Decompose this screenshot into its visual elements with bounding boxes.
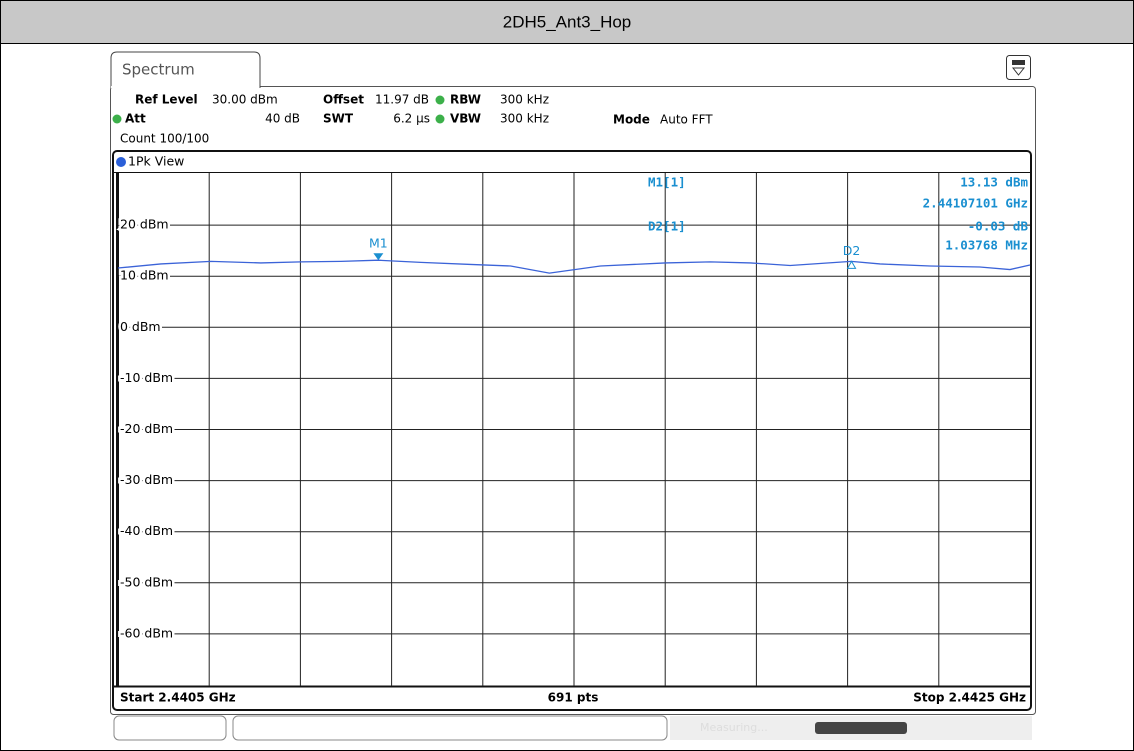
soft-key[interactable] bbox=[113, 715, 227, 741]
y-tick-label: 20 dBm bbox=[120, 217, 169, 232]
plot-left-edge bbox=[116, 173, 119, 686]
progress-bar bbox=[815, 722, 907, 734]
setting-label: Att bbox=[125, 112, 146, 126]
y-tick-label: -40 dBm bbox=[120, 523, 173, 538]
footer-stop: Stop 2.4425 GHz bbox=[913, 691, 1026, 705]
setting-value: 300 kHz bbox=[500, 93, 549, 107]
marker-value: -0.03 dB bbox=[968, 219, 1029, 234]
setting-label: Mode bbox=[613, 113, 650, 127]
plot-frame bbox=[112, 150, 1032, 711]
marker-readout: D2[1] bbox=[648, 219, 686, 234]
marker-value: 13.13 dBm bbox=[960, 175, 1028, 190]
status-text: Measuring... bbox=[700, 721, 768, 734]
sweep-count: Count 100/100 bbox=[120, 132, 209, 146]
setting-label: Ref Level bbox=[135, 93, 198, 107]
tab-label[interactable]: Spectrum bbox=[122, 61, 195, 79]
window-title: 2DH5_Ant3_Hop bbox=[503, 12, 632, 31]
y-tick-label: -60 dBm bbox=[120, 625, 173, 640]
setting-value: 300 kHz bbox=[500, 112, 549, 126]
marker-symbol bbox=[373, 253, 384, 261]
y-tick-label: -50 dBm bbox=[120, 574, 173, 589]
setting-value: 6.2 µs bbox=[393, 112, 430, 126]
title-bar bbox=[0, 0, 1134, 44]
marker-x: 1.03768 MHz bbox=[945, 238, 1028, 253]
setting-value: Auto FFT bbox=[660, 113, 713, 127]
input-field[interactable] bbox=[232, 715, 668, 741]
status-dot bbox=[435, 114, 445, 124]
setting-label: Offset bbox=[323, 93, 364, 107]
y-tick-label: 0 dBm bbox=[120, 319, 161, 334]
status-dot bbox=[435, 95, 445, 105]
marker-x: 2.44107101 GHz bbox=[923, 196, 1028, 211]
setting-value: 40 dB bbox=[265, 112, 300, 126]
setting-value: 11.97 dB bbox=[375, 93, 429, 107]
setting-value: 30.00 dBm bbox=[212, 93, 278, 107]
setting-label: RBW bbox=[450, 93, 481, 107]
status-dot bbox=[112, 114, 122, 124]
menu-arrow bbox=[1011, 67, 1026, 76]
view-label: 1Pk View bbox=[128, 154, 184, 169]
menu-icon bbox=[1012, 60, 1025, 65]
trace bbox=[117, 259, 1031, 274]
footer-points: 691 pts bbox=[548, 691, 599, 705]
marker-label: D2 bbox=[843, 243, 861, 258]
y-tick-label: -30 dBm bbox=[120, 472, 173, 487]
footer-start: Start 2.4405 GHz bbox=[120, 691, 236, 705]
marker-readout: M1[1] bbox=[648, 175, 686, 190]
trace-dot bbox=[116, 157, 126, 167]
marker-label: M1 bbox=[369, 236, 388, 251]
tab-shape bbox=[110, 51, 261, 88]
y-tick-label: -10 dBm bbox=[120, 370, 173, 385]
marker-symbol bbox=[846, 260, 857, 269]
y-tick-label: -20 dBm bbox=[120, 421, 173, 436]
y-tick-label: 10 dBm bbox=[120, 268, 169, 283]
setting-label: VBW bbox=[450, 112, 481, 126]
setting-label: SWT bbox=[323, 112, 354, 126]
